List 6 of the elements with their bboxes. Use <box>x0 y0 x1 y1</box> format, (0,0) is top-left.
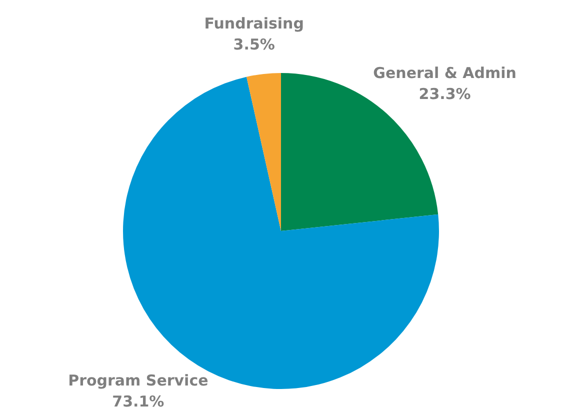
slice-label: Program Service <box>68 371 208 390</box>
data-label: 3.5% <box>233 36 275 54</box>
slice-label: Fundraising <box>204 14 304 33</box>
slice-label: General & Admin <box>373 64 516 82</box>
data-label: 73.1% <box>112 392 164 410</box>
data-label: 23.3% <box>418 85 471 104</box>
